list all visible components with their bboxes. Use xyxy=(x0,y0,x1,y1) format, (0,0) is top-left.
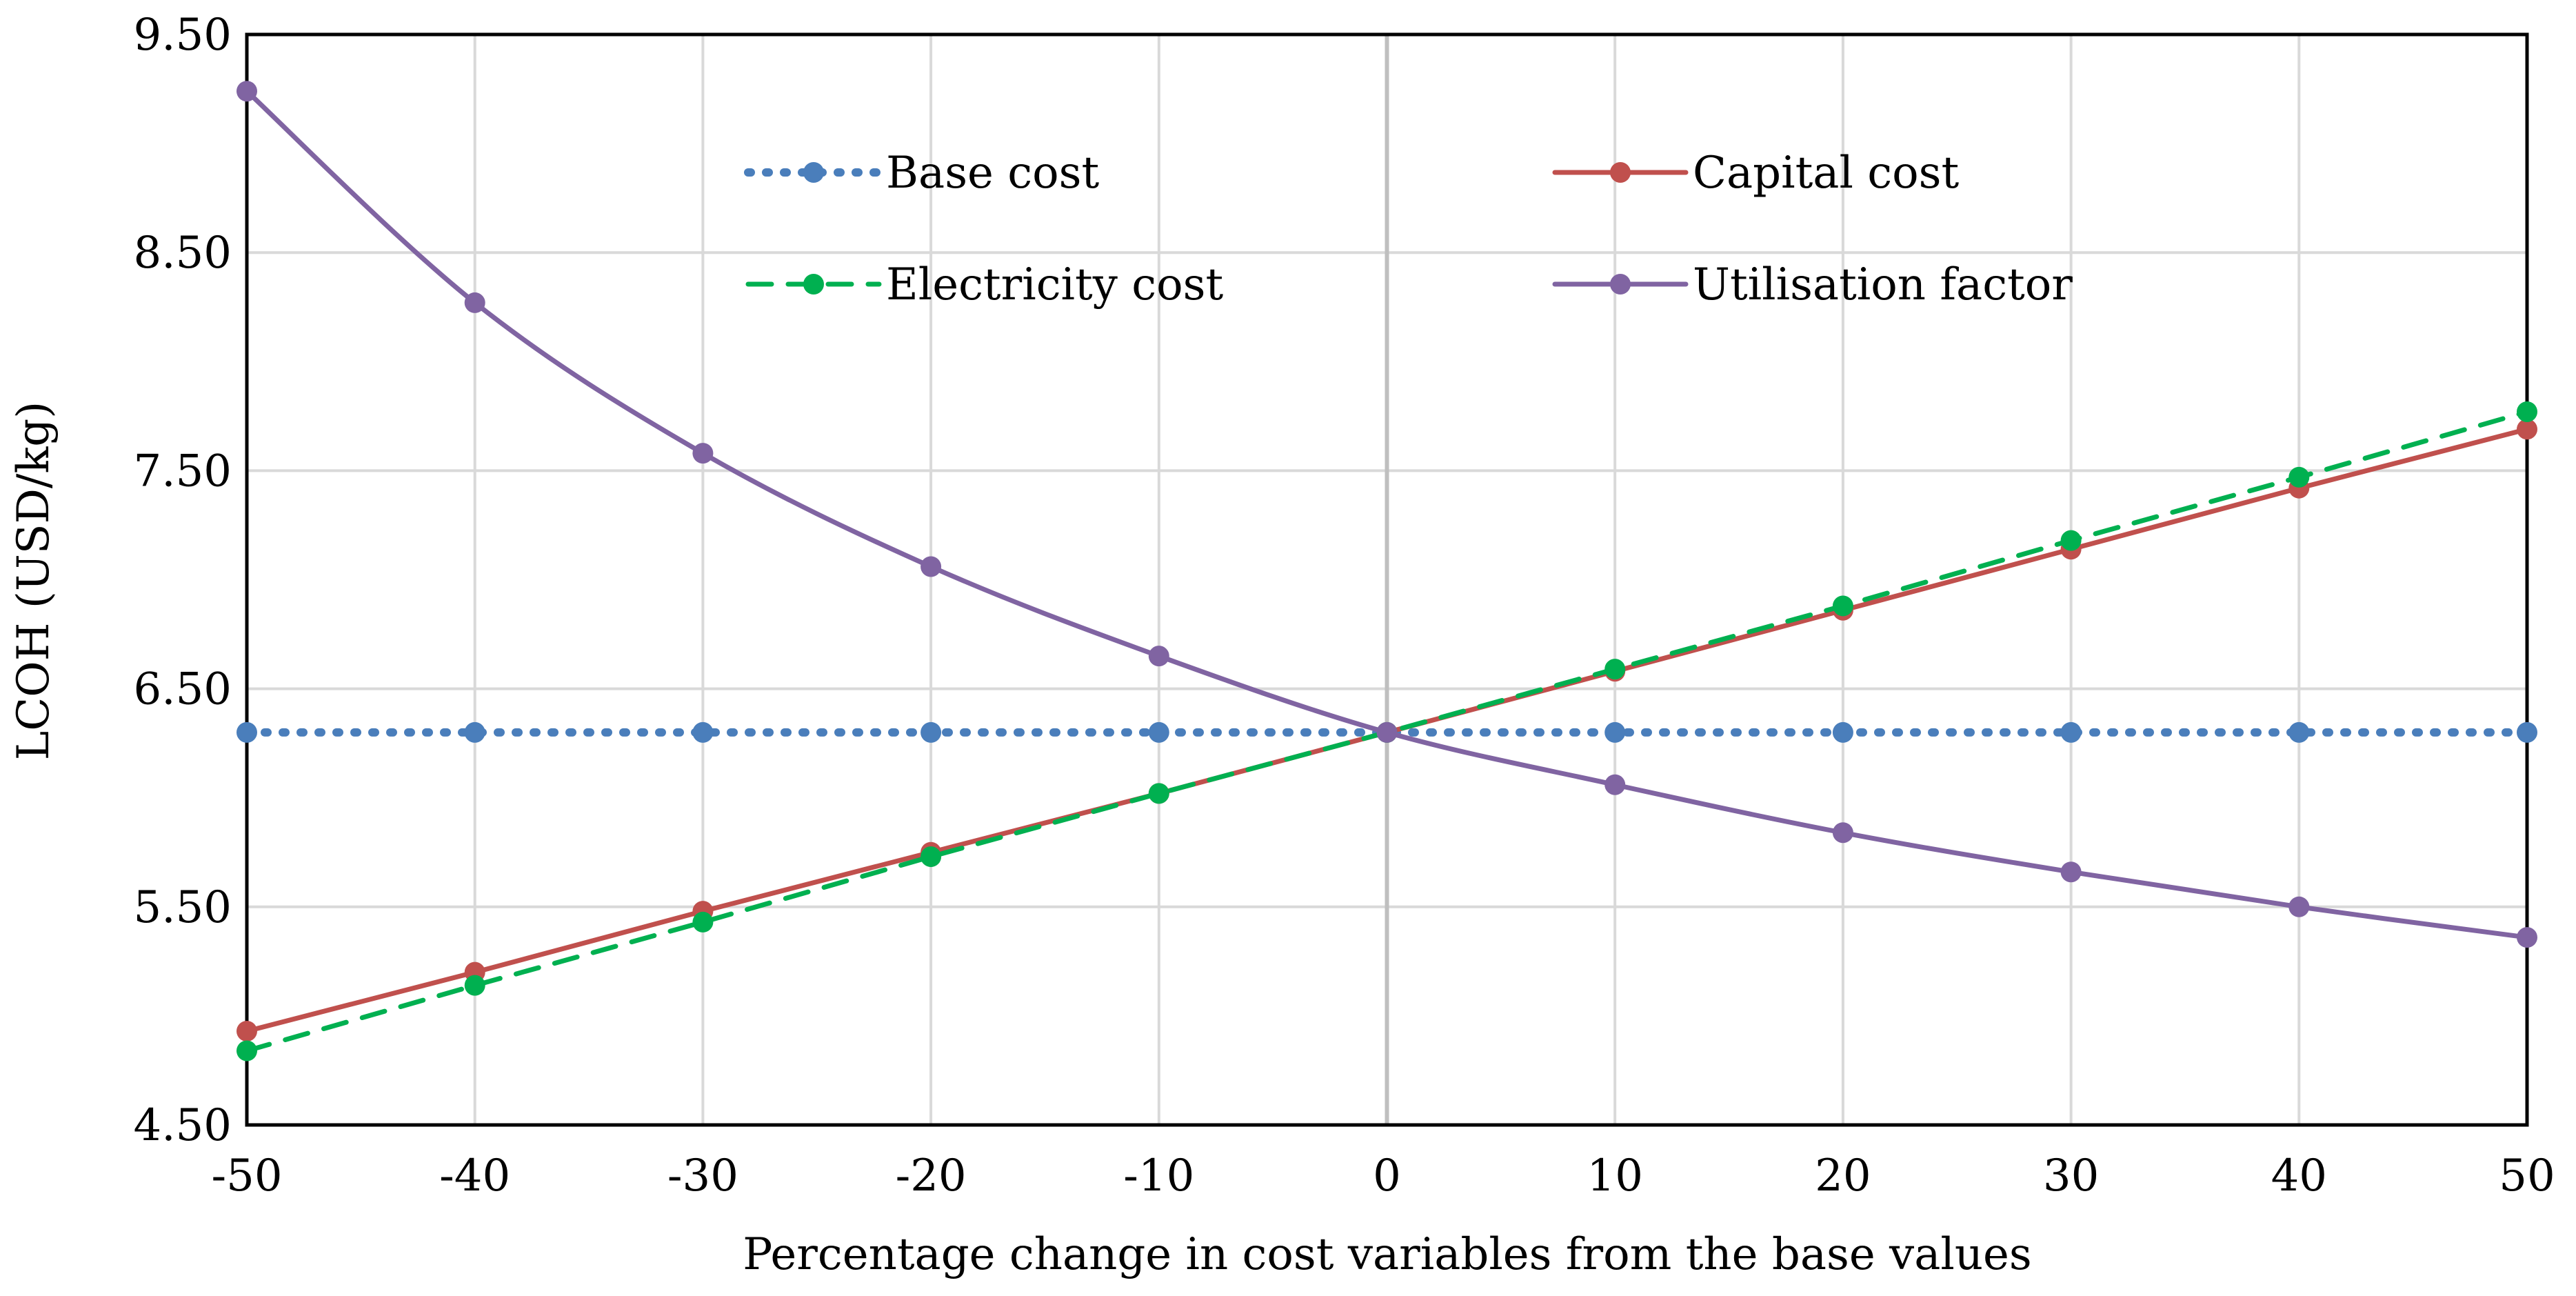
data-point-electricity-cost xyxy=(1604,659,1626,680)
data-point-utilisation-factor xyxy=(920,556,942,577)
legend-item-utilisation-factor: Utilisation factor xyxy=(1552,259,2073,310)
data-point-utilisation-factor xyxy=(1376,721,1398,743)
data-point-base-cost xyxy=(237,721,257,743)
series xyxy=(237,81,2537,1061)
tick-labels: 4.50 5.50 6.50 7.50 8.50 9.50 -50 -40 -30 -20 -10 0… xyxy=(134,10,2555,1202)
data-point-utilisation-factor xyxy=(464,292,485,313)
data-point-base-cost xyxy=(464,721,485,743)
x-tick-label: 20 xyxy=(1815,1150,1871,1202)
data-point-electricity-cost xyxy=(2288,466,2310,488)
data-point-electricity-cost xyxy=(920,846,942,868)
legend-marker-electricity-cost xyxy=(803,274,824,295)
data-point-base-cost xyxy=(1832,721,1853,743)
x-tick-label: -20 xyxy=(896,1150,967,1202)
x-tick-label: 40 xyxy=(2271,1150,2327,1202)
legend-marker-base-cost xyxy=(803,162,824,183)
data-point-electricity-cost xyxy=(2060,530,2082,551)
x-tick-label: -10 xyxy=(1123,1150,1194,1202)
legend-label-utilisation-factor: Utilisation factor xyxy=(1693,259,2073,310)
y-tick-label: 4.50 xyxy=(134,1100,232,1151)
y-tick-label: 7.50 xyxy=(134,446,232,497)
data-point-base-cost xyxy=(920,721,942,743)
data-point-utilisation-factor xyxy=(237,81,257,102)
y-tick-label: 8.50 xyxy=(134,228,232,279)
axes xyxy=(245,32,2529,1127)
legend-item-base-cost: Base cost xyxy=(744,148,1099,199)
data-point-base-cost xyxy=(692,721,714,743)
data-point-electricity-cost xyxy=(1832,595,1853,617)
legend-item-capital-cost: Capital cost xyxy=(1552,148,1959,199)
data-point-utilisation-factor xyxy=(1832,822,1853,844)
y-tick-label: 9.50 xyxy=(134,10,232,61)
plot-frame xyxy=(245,32,2529,1127)
data-point-utilisation-factor xyxy=(2517,927,2537,948)
data-point-electricity-cost xyxy=(2517,401,2537,423)
data-point-capital-cost xyxy=(2517,419,2537,440)
x-tick-label: 50 xyxy=(2499,1150,2555,1202)
legend-item-electricity-cost: Electricity cost xyxy=(745,259,1223,310)
x-tick-label: -40 xyxy=(439,1150,510,1202)
x-tick-label: 0 xyxy=(1373,1150,1401,1202)
x-tick-label: 30 xyxy=(2043,1150,2099,1202)
data-point-utilisation-factor xyxy=(1604,774,1626,795)
x-tick-label: 10 xyxy=(1587,1150,1642,1202)
legend: Base cost Capital cost Electricity cost Uti… xyxy=(744,148,2073,310)
legend-label-base-cost: Base cost xyxy=(886,148,1099,199)
series-utilisation-factor xyxy=(237,81,2537,948)
data-point-utilisation-factor xyxy=(2288,896,2310,917)
legend-label-capital-cost: Capital cost xyxy=(1693,148,1959,199)
data-point-capital-cost xyxy=(237,1021,257,1042)
data-point-base-cost xyxy=(1148,721,1169,743)
legend-marker-utilisation-factor xyxy=(1610,274,1631,295)
data-point-electricity-cost xyxy=(464,975,485,996)
y-tick-label: 5.50 xyxy=(134,882,232,933)
series-line-utilisation-factor xyxy=(244,88,2530,940)
x-tick-label: -30 xyxy=(667,1150,738,1202)
legend-label-electricity-cost: Electricity cost xyxy=(886,259,1223,310)
data-point-base-cost xyxy=(1604,721,1626,743)
data-point-utilisation-factor xyxy=(2060,861,2082,883)
data-point-electricity-cost xyxy=(1148,783,1169,804)
y-tick-label: 6.50 xyxy=(134,664,232,715)
x-tick-label: -50 xyxy=(211,1150,282,1202)
y-axis-title: LCOH (USD/kg) xyxy=(8,401,59,760)
data-point-electricity-cost xyxy=(692,911,714,933)
x-axis-title: Percentage change in cost variables from… xyxy=(743,1229,2032,1280)
data-point-base-cost xyxy=(2288,721,2310,743)
legend-marker-capital-cost xyxy=(1610,162,1631,183)
data-point-base-cost xyxy=(2060,721,2082,743)
data-point-utilisation-factor xyxy=(692,443,714,464)
data-point-electricity-cost xyxy=(237,1040,257,1061)
data-point-utilisation-factor xyxy=(1148,646,1169,667)
data-point-base-cost xyxy=(2517,721,2537,743)
